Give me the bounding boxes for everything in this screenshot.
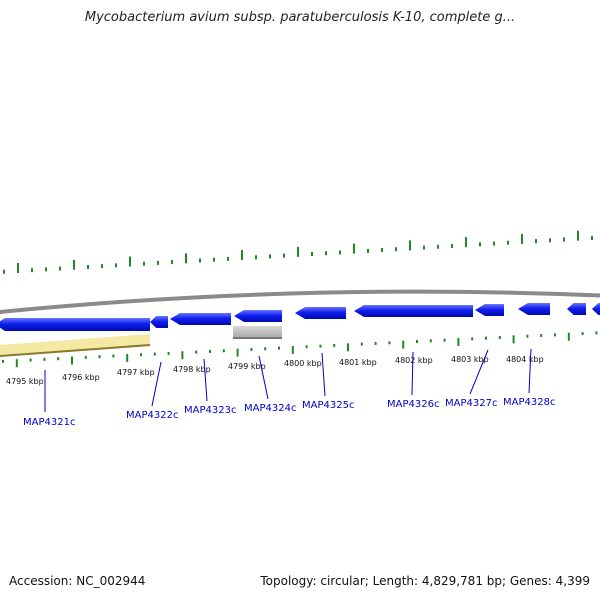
gene-arrow[interactable] bbox=[170, 313, 231, 325]
coordinate-label: 4797 kbp bbox=[117, 368, 155, 377]
gene-leader-line bbox=[469, 349, 489, 395]
inner-tick-marks bbox=[2, 331, 598, 368]
gene-labels: MAP4321c MAP4322c MAP4323c MAP4324c MAP4325c… bbox=[23, 348, 555, 428]
coordinate-label: 4800 kbp bbox=[284, 359, 322, 368]
gene-label[interactable]: MAP4323c bbox=[184, 405, 236, 416]
coordinate-label: 4801 kbp bbox=[339, 358, 377, 367]
gene-label[interactable]: MAP4324c bbox=[244, 403, 296, 414]
gene-leader-line bbox=[151, 361, 162, 407]
gene-label[interactable]: MAP4325c bbox=[302, 400, 354, 411]
gene-leader-line bbox=[203, 358, 208, 402]
map-title: Mycobacterium avium subsp. paratuberculo… bbox=[84, 10, 516, 25]
gene-label[interactable]: MAP4322c bbox=[126, 410, 178, 421]
yellow-feature-edge bbox=[0, 344, 151, 357]
gene-arrow[interactable] bbox=[150, 316, 168, 328]
gene-label[interactable]: MAP4328c bbox=[503, 397, 555, 408]
coordinate-label: 4802 kbp bbox=[395, 356, 433, 365]
coordinate-labels: 4795 kbp 4796 kbp 4797 kbp 4798 kbp 4799 kbp… bbox=[6, 355, 544, 386]
gene-leader-line bbox=[258, 355, 269, 400]
gene-arrow[interactable] bbox=[518, 303, 550, 315]
coordinate-label: 4795 kbp bbox=[6, 377, 44, 386]
gene-track bbox=[0, 303, 600, 331]
coordinate-label: 4799 kbp bbox=[228, 362, 266, 371]
gene-arrow[interactable] bbox=[354, 305, 473, 317]
topology-summary: Topology: circular; Length: 4,829,781 bp… bbox=[260, 574, 590, 588]
coordinate-label: 4804 kbp bbox=[506, 355, 544, 364]
gray-feature bbox=[233, 326, 282, 338]
coordinate-label: 4803 kbp bbox=[451, 355, 489, 364]
gene-label[interactable]: MAP4321c bbox=[23, 417, 75, 428]
outer-tick-marks bbox=[3, 230, 593, 274]
gene-leader-line bbox=[321, 352, 326, 397]
backbone-line bbox=[0, 289, 600, 315]
gene-leader-line bbox=[528, 348, 532, 394]
gene-label[interactable]: MAP4327c bbox=[445, 398, 497, 409]
gene-arrow[interactable] bbox=[234, 310, 282, 322]
gene-arrow[interactable] bbox=[0, 318, 150, 331]
gene-label[interactable]: MAP4326c bbox=[387, 399, 439, 410]
gene-arrow[interactable] bbox=[475, 304, 504, 316]
gene-arrow[interactable] bbox=[592, 303, 600, 315]
gene-arrow[interactable] bbox=[295, 307, 346, 319]
yellow-feature bbox=[0, 334, 150, 356]
accession-text: Accession: NC_002944 bbox=[9, 574, 146, 588]
coordinate-label: 4798 kbp bbox=[173, 365, 211, 374]
gene-leader-line bbox=[411, 351, 414, 396]
gene-arrow[interactable] bbox=[567, 303, 586, 315]
coordinate-label: 4796 kbp bbox=[62, 373, 100, 382]
